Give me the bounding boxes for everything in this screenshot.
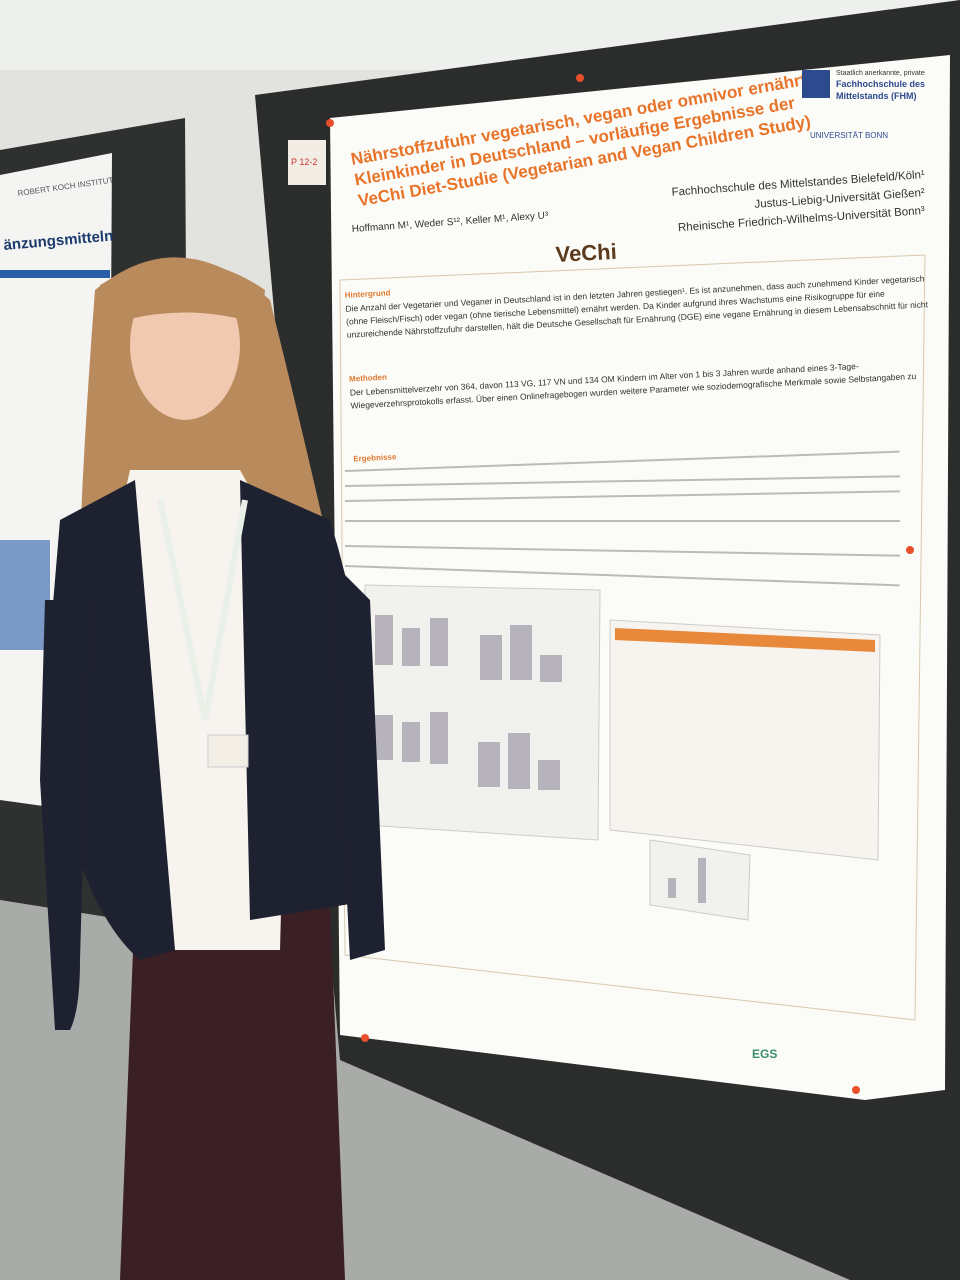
figure-bars (375, 615, 562, 790)
pins (326, 74, 914, 1094)
institution: UNIVERSITÄT BONN (810, 131, 888, 140)
table-header (615, 628, 875, 652)
institution: Mittelstands (FHM) (836, 91, 917, 101)
arm-left (40, 600, 90, 1030)
text-lines (344, 450, 900, 587)
left-poster-table (0, 540, 50, 650)
lanyard (157, 499, 248, 721)
table (609, 619, 881, 861)
arm-right (330, 560, 385, 960)
sponsor: EGS (752, 1047, 777, 1061)
trousers (120, 900, 345, 1280)
section-heading: Hintergrund (345, 288, 391, 299)
institution: Fachhochschule des (836, 79, 925, 89)
figure-panel (364, 584, 601, 841)
figure-bar (668, 878, 676, 898)
section-heading: Ergebnisse (353, 452, 397, 463)
person (40, 257, 385, 1280)
logo: VeChi (555, 239, 617, 267)
board-tag (288, 140, 326, 185)
section-heading: Methoden (349, 373, 387, 384)
board-label: P 12-2 (291, 157, 317, 167)
fringe (100, 261, 265, 325)
figure-bar (698, 858, 706, 903)
institution: Staatlich anerkannte, private (836, 70, 925, 77)
fhm-logo (802, 70, 830, 98)
left-poster-band (0, 270, 110, 278)
badge (207, 734, 249, 768)
